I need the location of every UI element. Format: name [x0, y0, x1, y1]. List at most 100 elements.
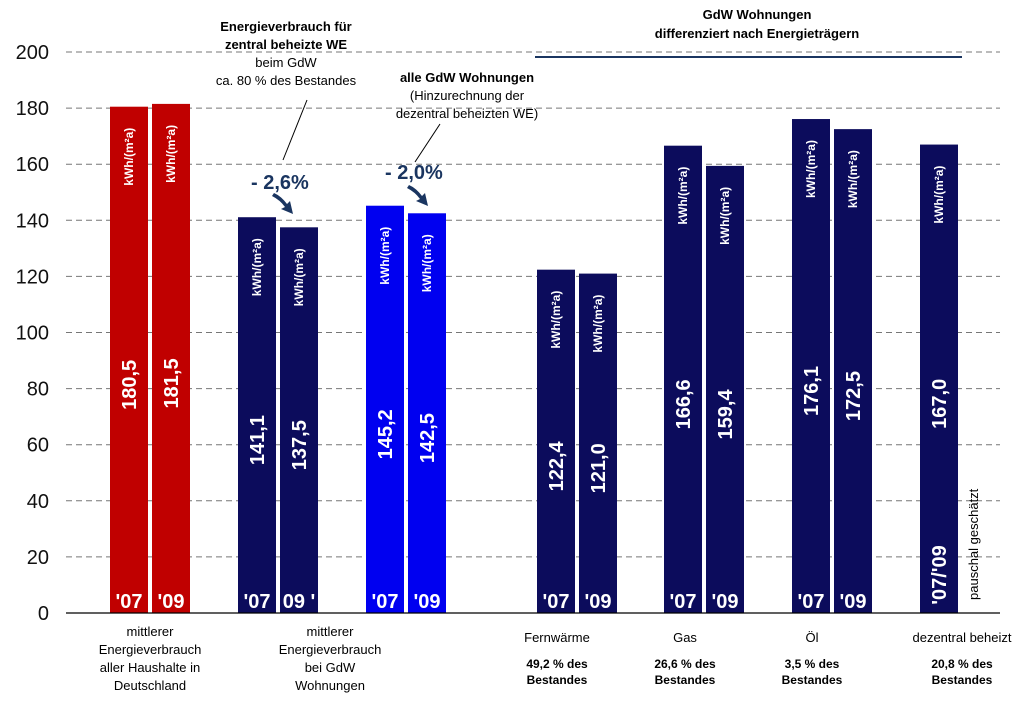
- group-share-label: 20,8 % des: [931, 657, 993, 671]
- bar-value-label: 167,0: [929, 379, 951, 429]
- group-label: Wohnungen: [295, 678, 365, 693]
- y-tick-label: 0: [38, 603, 49, 625]
- bar-value-label: 180,5: [119, 360, 141, 410]
- annotation-alle-line-2: (Hinzurechnung der: [410, 88, 525, 103]
- bar-value-label: 176,1: [801, 366, 823, 416]
- group-label: Deutschland: [114, 678, 186, 693]
- group-share-label: 49,2 % des: [526, 657, 588, 671]
- bar-unit-label: kWh/(m²a): [420, 234, 434, 292]
- group-label: aller Haushalte in: [100, 660, 200, 675]
- bar-year-label: '07: [115, 591, 142, 613]
- annotation-zentral-line-2: zentral beheizte WE: [225, 37, 347, 52]
- annotation-alle-pointer: [414, 123, 441, 163]
- annotation-zentral-line-4: ca. 80 % des Bestandes: [216, 73, 357, 88]
- bar: [152, 103, 190, 613]
- y-tick-label: 120: [16, 266, 49, 288]
- group-share-label: Bestandes: [655, 673, 716, 687]
- group-label: bei GdW: [305, 660, 356, 675]
- bar-year-label: 09 ': [283, 591, 316, 613]
- bar-unit-label: kWh/(m²a): [932, 166, 946, 224]
- group-label: Energieverbrauch: [99, 642, 202, 657]
- y-tick-label: 100: [16, 323, 49, 345]
- bar-unit-label: kWh/(m²a): [549, 291, 563, 349]
- annotation-zentral-line-3: beim GdW: [255, 55, 317, 70]
- annotation-alle-line-1: alle GdW Wohnungen: [400, 70, 534, 85]
- group-share-label: Bestandes: [527, 673, 588, 687]
- group-share-label: 26,6 % des: [654, 657, 716, 671]
- bar-unit-label: kWh/(m²a): [378, 227, 392, 285]
- header-line-2: differenziert nach Energieträgern: [655, 26, 859, 41]
- bar-year-label: '09: [711, 591, 738, 613]
- bar-value-label: 172,5: [843, 371, 865, 421]
- y-axis-ticks: 0 20 40 60 80 100 120 140 160 180 200: [16, 42, 49, 625]
- bar-value-label: 159,4: [715, 389, 737, 440]
- bar-year-label: '09: [584, 591, 611, 613]
- bar-value-label: 122,4: [546, 440, 568, 491]
- bar: [110, 106, 148, 613]
- y-tick-label: 140: [16, 210, 49, 232]
- bar: [792, 119, 830, 614]
- bar: [537, 269, 575, 613]
- bar-unit-label: kWh/(m²a): [591, 295, 605, 353]
- bar-unit-label: kWh/(m²a): [804, 140, 818, 198]
- bar: [579, 273, 617, 613]
- y-tick-label: 40: [27, 491, 49, 513]
- annotation-zentral-line-1: Energieverbrauch für: [220, 19, 352, 34]
- header-line-1: GdW Wohnungen: [703, 7, 812, 22]
- y-tick-label: 180: [16, 98, 49, 120]
- bar-value-label: 121,0: [588, 443, 610, 493]
- bar-year-label: '07: [669, 591, 696, 613]
- bar-year-label: '09: [413, 591, 440, 613]
- bar: [706, 165, 744, 613]
- group-share-label: Bestandes: [782, 673, 843, 687]
- bar: [408, 213, 446, 613]
- bar-year-label: '07: [542, 591, 569, 613]
- bar-year-label: '09: [839, 591, 866, 613]
- bar: [238, 217, 276, 614]
- bars: kWh/(m²a) 180,5 '07 kWh/(m²a) 181,5 '09 kWh/(m…: [110, 103, 958, 614]
- bar-value-label: 137,5: [289, 420, 311, 470]
- bar-unit-label: kWh/(m²a): [676, 167, 690, 225]
- y-tick-label: 160: [16, 154, 49, 176]
- group-share-label: 3,5 % des: [785, 657, 840, 671]
- bar-unit-label: kWh/(m²a): [292, 248, 306, 306]
- bar: [664, 145, 702, 613]
- group-label: mittlerer: [127, 624, 175, 639]
- estimate-note: pauschal geschätzt: [966, 488, 981, 600]
- bar-year-label: '07: [243, 591, 270, 613]
- bar-value-label: 166,6: [673, 379, 695, 429]
- bar-value-label: 141,1: [247, 415, 269, 465]
- annotation-alle-line-3: dezentral beheizten WE): [396, 106, 538, 121]
- percent-change-all: - 2,0%: [385, 162, 443, 184]
- down-right-arrow-icon: [272, 193, 293, 214]
- bar-unit-label: kWh/(m²a): [846, 150, 860, 208]
- y-tick-label: 200: [16, 42, 49, 64]
- bar: [834, 129, 872, 613]
- bar-year-label: '09: [157, 591, 184, 613]
- bar-year-label: '07: [797, 591, 824, 613]
- bar-unit-label: kWh/(m²a): [718, 187, 732, 245]
- y-tick-label: 80: [27, 379, 49, 401]
- grid-lines: [66, 51, 1000, 558]
- group-label: Energieverbrauch: [279, 642, 382, 657]
- annotation-zentral: Energieverbrauch für zentral beheizte WE…: [216, 19, 357, 161]
- bar: [920, 144, 958, 613]
- bar-value-label: 145,2: [375, 409, 397, 459]
- bar-year-label: '07: [371, 591, 398, 613]
- annotation-zentral-pointer: [282, 99, 308, 161]
- bar-year-label: '07/'09: [929, 545, 951, 605]
- bar-unit-label: kWh/(m²a): [250, 238, 264, 296]
- percent-change-central: - 2,6%: [251, 172, 309, 194]
- bar: [366, 205, 404, 614]
- bar: [280, 227, 318, 613]
- group-label: Öl: [806, 630, 819, 645]
- group-label: Fernwärme: [524, 630, 590, 645]
- y-tick-label: 60: [27, 435, 49, 457]
- group-share-label: Bestandes: [932, 673, 993, 687]
- down-right-arrow-icon: [407, 185, 428, 206]
- group-label: dezentral beheizt: [912, 630, 1011, 645]
- bar-value-label: 142,5: [417, 413, 439, 463]
- bar-unit-label: kWh/(m²a): [122, 128, 136, 186]
- group-label: Gas: [673, 630, 697, 645]
